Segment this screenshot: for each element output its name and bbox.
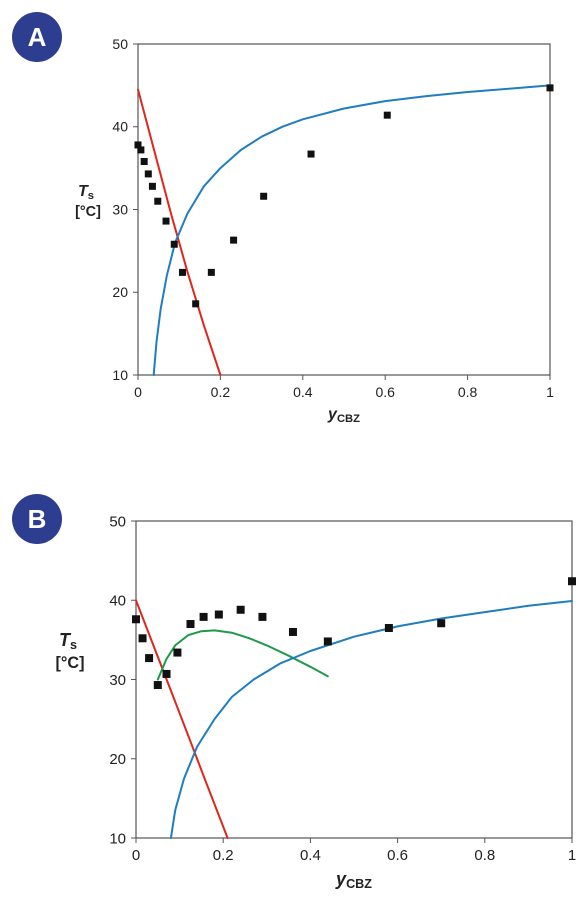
data-point [134,141,142,149]
data-point [288,627,297,636]
y-axis-label: Ts [59,630,77,652]
data-point [162,669,171,678]
data-point [153,681,162,690]
x-tick-label: 0 [132,847,140,864]
y-tick-label: 10 [112,367,128,383]
y-tick-label: 20 [112,284,128,300]
data-point [192,300,200,308]
chart-b-svg: 0 0.2 0.4 0.6 0.8 1 10 20 30 40 50 yCBZ Ts [°C] [56,513,577,891]
y-tick-label: 10 [109,830,126,847]
data-point [132,615,140,624]
data-point [137,146,145,154]
data-point [323,637,332,646]
data-point [230,236,238,244]
plot-frame [137,43,551,376]
y-tick-label: 30 [112,201,128,217]
x-tick-label: 0.8 [458,384,478,400]
data-point [207,268,215,276]
data-point [148,182,156,190]
data-point [568,577,576,586]
series-line-0 [135,599,229,839]
data-point [546,84,554,92]
x-tick-label: 1 [568,847,576,864]
data-point [162,217,170,225]
x-axis-label: yCBZ [327,406,360,425]
x-tick-label: 0.4 [300,847,321,864]
panel-badge-a: A [12,12,62,62]
y-tick-label: 50 [109,513,126,530]
data-point [140,158,148,166]
chart-panel-b: B 0 0.2 0.4 0.6 0.8 1 10 20 30 40 50 yCBZ Ts [°C] [0,454,586,908]
series-line-1 [152,84,551,376]
data-point [258,612,267,621]
y-tick-label: 40 [109,593,126,610]
panel-badge-b: B [12,494,62,544]
data-point [307,150,315,158]
x-tick-label: 0 [134,384,142,400]
x-tick-label: 0.4 [293,384,313,400]
series-line-2 [169,600,573,839]
y-tick-label: 40 [112,119,128,135]
y-axis-unit: [°C] [75,204,101,220]
data-point [145,654,154,663]
chart-a-svg: 0 0.2 0.4 0.6 0.8 1 10 20 30 40 50 yCBZ Ts [°C] [75,36,554,425]
data-point [144,170,152,178]
data-point [384,623,393,632]
x-axis-label: yCBZ [335,869,372,891]
data-point [437,619,446,628]
x-tick-label: 0.8 [474,847,495,864]
y-axis-label: Ts [78,183,94,202]
y-tick-label: 20 [109,751,126,768]
x-tick-label: 1 [546,384,554,400]
data-point [260,192,268,200]
data-point [178,268,186,276]
data-point [214,610,223,619]
data-point [186,620,195,629]
data-point [173,648,182,657]
chart-panel-a: A 0 0.2 0.4 0.6 0.8 1 10 20 30 40 50 yCBZ Ts [°C] [12,12,554,425]
x-tick-label: 0.6 [375,384,395,400]
data-point [236,605,245,614]
y-axis-unit: [°C] [56,654,85,672]
x-tick-label: 0.2 [211,384,231,400]
series-line-0 [137,88,222,376]
data-point [199,612,208,621]
plot-frame [135,520,573,839]
data-point [138,634,147,643]
data-point [170,240,178,248]
x-tick-label: 0.6 [387,847,408,864]
y-tick-label: 30 [109,672,126,689]
data-point [383,111,391,119]
x-tick-label: 0.2 [213,847,234,864]
y-tick-label: 50 [112,36,128,52]
data-point [154,197,162,205]
